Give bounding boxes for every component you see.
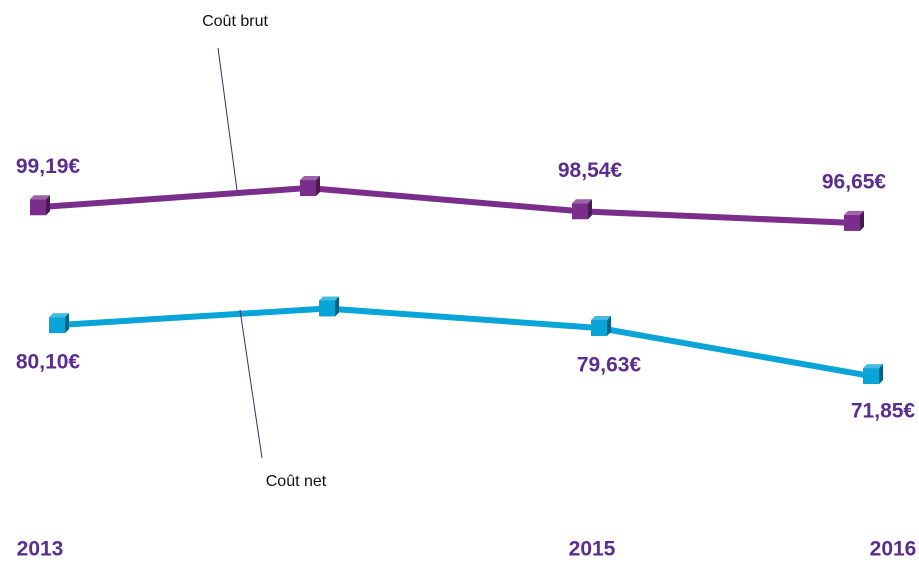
marker <box>319 296 339 317</box>
marker-top <box>591 316 611 321</box>
x-tick-label: 2016 <box>870 538 917 561</box>
value-label: 79,63€ <box>577 354 642 377</box>
marker-face <box>591 320 607 337</box>
marker <box>591 316 611 337</box>
marker <box>300 176 320 197</box>
marker-top <box>572 199 592 204</box>
marker <box>844 210 864 231</box>
marker-face <box>844 214 860 231</box>
marker-side <box>588 199 592 220</box>
marker <box>863 364 883 385</box>
x-tick-label: 2013 <box>17 538 64 561</box>
series-annotation: Coût net <box>266 473 327 490</box>
marker-face <box>572 203 588 220</box>
marker-top <box>30 195 50 200</box>
marker <box>30 195 50 216</box>
value-label: 96,65€ <box>822 170 887 193</box>
leader-line <box>239 309 263 459</box>
marker-top <box>319 296 339 301</box>
value-label: 71,85€ <box>851 400 916 423</box>
marker-face <box>300 180 316 197</box>
marker-side <box>335 296 339 317</box>
marker-side <box>860 210 864 231</box>
value-label: 99,19€ <box>16 155 81 178</box>
marker-top <box>300 176 320 181</box>
marker-face <box>319 300 335 317</box>
marker-side <box>879 364 883 385</box>
marker-face <box>863 368 879 385</box>
marker-face <box>49 317 65 334</box>
marker-side <box>65 313 69 334</box>
series-annotation: Coût brut <box>202 13 268 30</box>
series-line <box>37 185 853 226</box>
marker-top <box>863 364 883 369</box>
value-label: 98,54€ <box>558 159 623 182</box>
x-tick-label: 2015 <box>569 538 616 561</box>
value-label: 80,10€ <box>16 351 81 374</box>
marker-side <box>607 316 611 337</box>
marker-side <box>46 195 50 216</box>
marker-top <box>49 313 69 318</box>
marker-top <box>844 210 864 215</box>
series-line <box>56 305 872 380</box>
marker <box>572 199 592 220</box>
marker-side <box>316 176 320 197</box>
marker-face <box>30 199 46 216</box>
leader-line <box>217 47 238 191</box>
marker <box>49 313 69 334</box>
